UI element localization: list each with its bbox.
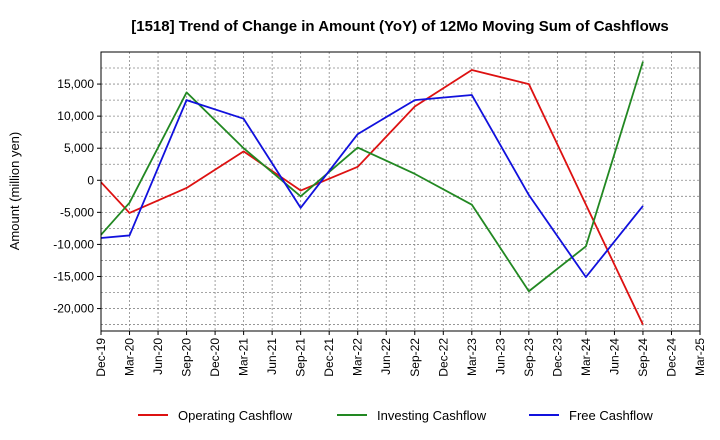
x-tick-label: Dec-19 (94, 338, 108, 377)
series-line-operating-cashflow (100, 69, 644, 325)
x-tick-label: Dec-24 (664, 338, 678, 377)
x-tick-label: Dec-22 (436, 338, 450, 377)
x-tick-label: Mar-22 (351, 338, 365, 376)
y-tick-label: -10,000 (53, 237, 94, 251)
y-tick-label: -15,000 (53, 269, 94, 283)
chart-title: [1518] Trend of Change in Amount (YoY) o… (131, 18, 669, 35)
x-tick-label: Sep-23 (522, 338, 536, 377)
grid (100, 52, 701, 331)
x-tick-label: Dec-21 (322, 338, 336, 377)
x-tick-label: Jun-20 (151, 338, 165, 375)
y-tick-label: 0 (87, 173, 94, 187)
x-tick-label: Mar-24 (579, 338, 593, 376)
x-tick-label: Jun-21 (265, 338, 279, 375)
y-tick-label: 10,000 (57, 109, 94, 123)
x-tick-label: Jun-24 (607, 338, 621, 375)
x-tick-label: Mar-25 (693, 338, 707, 376)
x-tick-label: Dec-20 (208, 338, 222, 377)
x-tick-label: Jun-23 (493, 338, 507, 375)
x-tick-label: Mar-20 (123, 338, 137, 376)
plot-frame (100, 51, 701, 332)
y-tick-label: -20,000 (53, 302, 94, 316)
y-tick-label: -5,000 (60, 205, 94, 219)
x-tick-label: Jun-22 (379, 338, 393, 375)
legend-label-free-cashflow: Free Cashflow (569, 408, 653, 423)
legend: Operating Cashflow Investing Cashflow Free… (138, 408, 653, 423)
x-tick-label: Sep-21 (294, 338, 308, 377)
y-tick-label: 15,000 (57, 77, 94, 91)
x-tick-label: Sep-24 (636, 338, 650, 377)
x-axis: Dec-19 Mar-20 Jun-20 Sep-20 Dec-20 Mar-21 Jun-… (94, 331, 707, 377)
y-axis-label: Amount (million yen) (7, 132, 22, 251)
x-tick-label: Dec-23 (550, 338, 564, 377)
x-tick-label: Mar-23 (465, 338, 479, 376)
series-line-investing-cashflow (100, 61, 644, 293)
x-tick-label: Sep-22 (408, 338, 422, 377)
legend-label-investing-cashflow: Investing Cashflow (377, 408, 487, 423)
x-tick-label: Sep-20 (180, 338, 194, 377)
series-lines (100, 61, 644, 325)
y-tick-label: 5,000 (64, 141, 94, 155)
legend-label-operating-cashflow: Operating Cashflow (178, 408, 293, 423)
x-tick-label: Mar-21 (237, 338, 251, 376)
series-line-free-cashflow (100, 94, 644, 279)
y-axis: -20,000 -15,000 -10,000 -5,000 0 5,000 10,000 1… (53, 77, 101, 316)
